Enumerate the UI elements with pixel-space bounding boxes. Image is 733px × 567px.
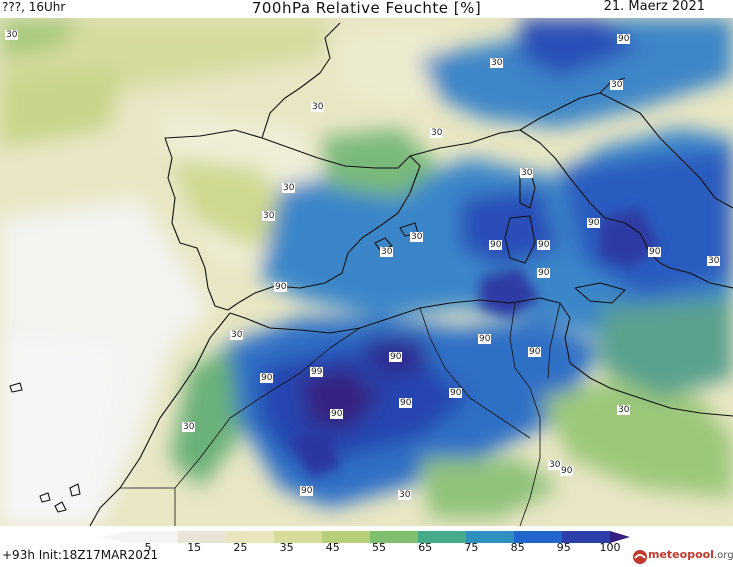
logo-tld: .org [713,550,733,561]
contour-label: 90 [617,34,631,44]
contour-label: 30 [282,183,296,193]
contour-label: 30 [311,102,325,112]
contour-label: 90 [587,218,601,228]
contour-label: 90 [330,409,344,419]
colorbar-tick-label: 100 [599,541,621,554]
colorbar-ticks: 5 15 25 35 45 55 65 75 85 95 100 [0,541,733,555]
colorbar-cell [226,531,275,543]
contour-label: 90 [399,398,413,408]
colorbar-tick-label: 35 [279,541,294,554]
header: ???, 16Uhr 700hPa Relative Feuchte [%] 2… [0,0,733,18]
logo-brand: meteopool [648,548,714,561]
colorbar-tick-label: 95 [556,541,571,554]
contour-label: 30 [410,232,424,242]
colorbar-tick-label: 15 [187,541,202,554]
humidity-map: 30 90 30 30 30 30 30 30 30 30 90 90 90 9… [0,18,733,526]
run-info: +93h Init:18Z17MAR2021 [2,548,159,562]
meteopool-logo-icon[interactable] [632,547,648,567]
contour-label: 90 [489,240,503,250]
contour-label: 90 [528,347,542,357]
contour-label: 30 [430,128,444,138]
contour-label: 30 [398,490,412,500]
contour-label: 90 [648,247,662,257]
contour-label: 30 [380,247,394,257]
contour-label: 90 [537,240,551,250]
contour-label: 30 [520,168,534,178]
colorbar-cell [514,531,563,543]
colorbar-cell [274,531,323,543]
contour-label: 90 [389,352,403,362]
colorbar-tick-label: 25 [233,541,248,554]
contour-label: 30 [707,256,721,266]
contour-label: 30 [548,460,562,470]
colorbar-tick-label: 65 [418,541,433,554]
contour-label: 99 [310,367,324,377]
contour-label: 90 [274,282,288,292]
colorbar-tick-label: 45 [325,541,340,554]
contour-label: 30 [617,405,631,415]
contour-label: 30 [490,58,504,68]
map-title: 700hPa Relative Feuchte [%] [251,0,482,17]
colorbar-tick-label: 85 [510,541,525,554]
contour-label: 90 [537,268,551,278]
colorbar-cell [178,531,227,543]
contour-label: 90 [260,373,274,383]
colorbar-tick-label: 55 [372,541,386,554]
colorbar-tick-label: 5 [144,541,152,554]
colorbar [100,531,630,543]
valid-date: 21. Maerz 2021 [603,0,705,14]
contour-label: 30 [5,30,19,40]
contour-label: 90 [478,334,492,344]
contour-label: 30 [262,211,276,221]
contour-label: 30 [182,422,196,432]
contour-label: 90 [560,466,574,476]
contour-label: 30 [610,80,624,90]
forecast-time: ???, 16Uhr [2,0,66,14]
contour-label: 30 [230,330,244,340]
colorbar-cell [370,531,419,543]
colorbar-cell [418,531,467,543]
colorbar-cell [130,531,179,543]
colorbar-tick-label: 75 [464,541,479,554]
colorbar-arrow-right [610,531,630,543]
colorbar-cell [562,531,611,543]
contour-label: 90 [449,388,463,398]
meteopool-logo[interactable]: meteopool.org [648,548,733,561]
colorbar-arrow-left [100,531,130,543]
colorbar-cell [322,531,371,543]
contour-label: 90 [300,486,314,496]
colorbar-cell [466,531,515,543]
